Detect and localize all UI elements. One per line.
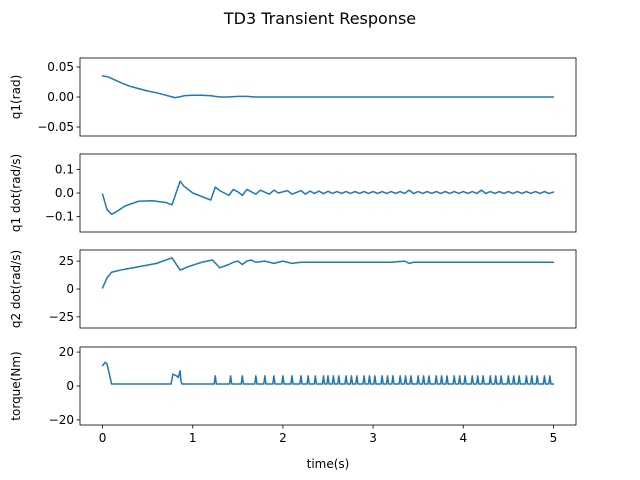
series-line-q2dot [101,257,555,289]
y-tick-label: 0.05 [47,60,74,74]
x-tick-label: 3 [369,431,377,445]
y-axis-label: q1 dot(rad/s) [9,154,23,232]
y-tick-label: −20 [49,413,74,427]
y-tick-label: −25 [49,310,74,324]
y-tick-label: −0.05 [37,120,74,134]
x-tick-label: 4 [459,431,467,445]
x-tick-label: 1 [189,431,197,445]
x-tick-label: 5 [550,431,558,445]
subplot-q2dot: −25 0 25 q2 dot(rad/s) [9,249,577,329]
y-tick-label: −0.1 [45,210,74,224]
y-tick-label: 25 [59,254,74,268]
y-tick-label: 0 [66,379,74,393]
x-tick-label: 0 [99,431,107,445]
y-tick-label: 20 [59,345,74,359]
subplot-q1dot: −0.1 0.0 0.1 q1 dot(rad/s) [9,153,577,233]
y-axis-label: q2 dot(rad/s) [9,250,23,328]
y-tick-label: 0.00 [47,90,74,104]
y-tick-label: 0.1 [55,162,74,176]
subplot-q1: −0.05 0.00 0.05 q1(rad) [9,57,577,137]
series-line-q1dot [101,180,555,216]
x-tick-label: 2 [279,431,287,445]
chart-title: TD3 Transient Response [223,9,416,28]
subplots: −0.05 0.00 0.05 q1(rad) −0.1 0.0 0.1 q1 dot(rad… [9,57,577,445]
y-tick-label: 0.0 [55,186,74,200]
series-line-q1 [101,75,555,99]
y-axis-label: torque(Nm) [9,351,23,420]
y-axis-label: q1(rad) [9,75,23,120]
x-axis-label: time(s) [307,457,350,471]
y-tick-label: 0 [66,282,74,296]
subplot-torque: −20 0 20 torque(Nm) 0 1 2 3 4 5 [9,345,577,445]
series-line-torque [101,361,555,385]
